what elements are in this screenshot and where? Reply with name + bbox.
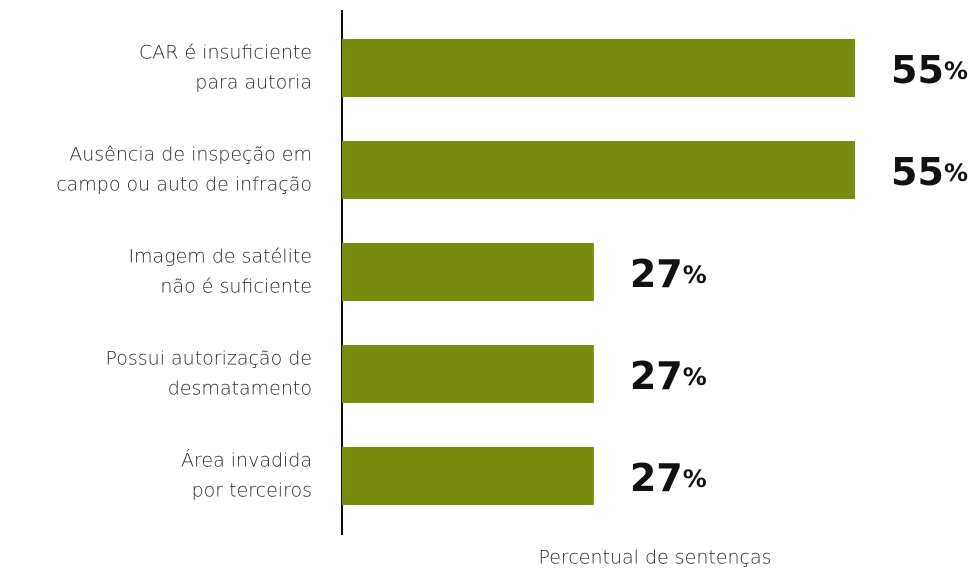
y-tick-label: CAR é insuficiente: [139, 42, 312, 64]
x-axis-label: Percentual de sentenças: [538, 547, 771, 569]
bar: [342, 345, 594, 403]
y-tick-label: Possui autorização de: [105, 348, 312, 370]
data-label: 55%: [891, 150, 968, 194]
data-label: 27%: [630, 456, 707, 500]
y-tick-label: Área invadida: [181, 449, 312, 472]
y-tick-label: campo ou auto de infração: [56, 174, 312, 196]
data-label: 27%: [630, 354, 707, 398]
bar: [342, 141, 856, 199]
y-tick-label: desmatamento: [168, 378, 312, 400]
y-tick-label: para autoria: [195, 72, 312, 94]
bar: [342, 243, 594, 301]
bar: [342, 447, 594, 505]
y-tick-label: Imagem de satélite: [128, 246, 312, 268]
y-tick-label: Ausência de inspeção em: [69, 144, 312, 166]
y-tick-label: não é suficiente: [160, 276, 312, 298]
bar: [342, 39, 856, 97]
data-label: 27%: [630, 252, 707, 296]
data-label: 55%: [891, 48, 968, 92]
y-tick-label: por terceiros: [192, 480, 312, 502]
